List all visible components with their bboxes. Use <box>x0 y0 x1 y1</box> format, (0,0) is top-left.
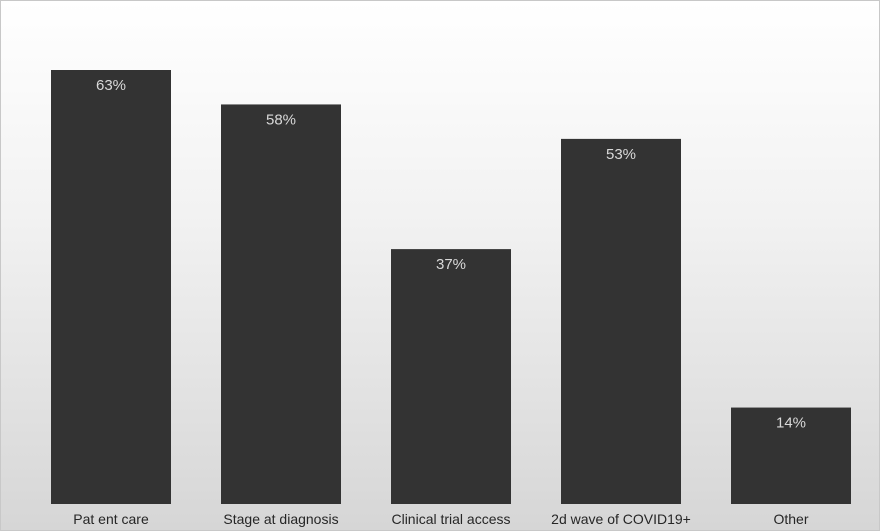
bar-4 <box>731 407 851 504</box>
value-label-2: 37% <box>436 256 466 273</box>
category-label-4: Other <box>773 511 808 527</box>
bar-3 <box>561 138 681 504</box>
value-label-4: 14% <box>776 415 806 432</box>
value-label-3: 53% <box>606 146 636 163</box>
category-label-0: Pat ent care <box>73 511 149 527</box>
bar-2 <box>391 249 511 504</box>
bar-0 <box>51 70 171 504</box>
category-label-2: Clinical trial access <box>391 511 510 527</box>
value-label-1: 58% <box>266 111 296 128</box>
bars-group <box>51 70 851 504</box>
bar-1 <box>221 104 341 504</box>
category-label-1: Stage at diagnosis <box>223 511 338 527</box>
category-label-3: 2d wave of COVID19+ <box>551 511 691 527</box>
category-labels-group: Pat ent care Stage at diagnosis Clinical t… <box>73 511 809 527</box>
value-label-0: 63% <box>96 77 126 94</box>
value-labels-group: 63% 58% 37% 53% 14% <box>96 77 806 432</box>
